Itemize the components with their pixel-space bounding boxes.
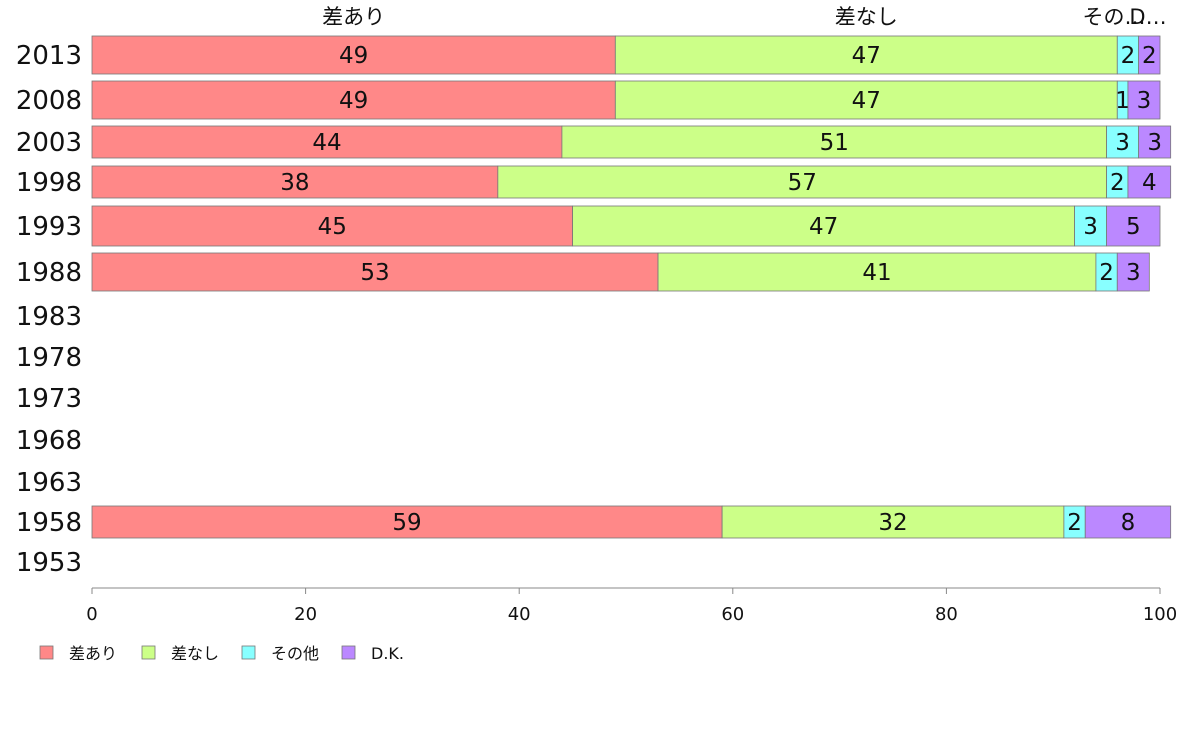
data-label-2013-2: 47: [852, 43, 881, 69]
legend-label-2: 差なし: [171, 644, 219, 663]
data-label-2003-1: 44: [312, 130, 341, 156]
x-tick-label-0: 0: [86, 604, 97, 625]
x-tick-label-60: 60: [721, 604, 744, 625]
data-label-1993-2: 47: [809, 214, 838, 240]
data-label-2003-4: 3: [1147, 130, 1162, 156]
data-label-1998-2: 57: [788, 170, 817, 196]
bar-2013-4: [1138, 35, 1161, 75]
y-label-1958: 1958: [16, 508, 82, 538]
y-axis-labels: 2013 2008 2003 1998 1993 1988 1983 1978 1973 1968…: [16, 41, 82, 578]
data-label-1958-2: 32: [878, 510, 907, 536]
legend: 差あり 差なし その他 D.K.: [39, 644, 404, 663]
x-tick-label-100: 100: [1143, 604, 1177, 625]
x-tick-label-40: 40: [508, 604, 531, 625]
y-label-1973: 1973: [16, 384, 82, 414]
data-label-1958-4: 8: [1121, 510, 1136, 536]
bar-1958-4: [1084, 505, 1172, 539]
y-label-2013: 2013: [16, 41, 82, 71]
legend-swatch-4: [341, 645, 356, 660]
bars-layer: 49 47 2 249 47 1 344 51 3 338 57 2 445 47 3 553 41 2 359 32…: [91, 35, 1172, 539]
bar-2003-4: [1138, 125, 1172, 159]
data-label-2008-3: 1: [1115, 88, 1130, 114]
bar-2008-2: [614, 80, 1118, 120]
data-label-1998-4: 4: [1142, 170, 1157, 196]
data-label-2013-1: 49: [339, 43, 368, 69]
legend-swatch-2: [141, 645, 156, 660]
bar-2008-4: [1127, 80, 1161, 120]
top-label-3: その…: [1083, 5, 1146, 29]
data-label-1988-4: 3: [1126, 260, 1141, 286]
data-label-2003-3: 3: [1115, 130, 1130, 156]
x-tick-label-80: 80: [935, 604, 958, 625]
data-label-2008-1: 49: [339, 88, 368, 114]
y-label-1983: 1983: [16, 302, 82, 332]
legend-swatch-3: [241, 645, 256, 660]
y-label-1968: 1968: [16, 426, 82, 456]
bar-1958-2: [721, 505, 1065, 539]
data-label-1993-3: 3: [1083, 214, 1098, 240]
data-label-1993-1: 45: [318, 214, 347, 240]
data-label-1988-2: 41: [862, 260, 891, 286]
data-label-1958-1: 59: [392, 510, 421, 536]
bar-2013-1: [91, 35, 616, 75]
data-label-1958-3: 2: [1067, 510, 1082, 536]
bar-1958-1: [91, 505, 723, 539]
legend-label-3: その他: [271, 644, 319, 663]
top-label-1: 差あり: [322, 5, 385, 29]
legend-label-4: D.K.: [371, 644, 404, 663]
legend-label-1: 差あり: [69, 644, 117, 663]
bar-1993-4: [1106, 205, 1161, 247]
y-label-1993: 1993: [16, 212, 82, 242]
data-label-1988-1: 53: [360, 260, 389, 286]
bar-1998-4: [1127, 165, 1172, 199]
x-axis: 0 20 40 60 80 100: [86, 587, 1177, 625]
top-series-labels: 差あり 差なし その…D…: [322, 5, 1166, 29]
bar-2013-2: [614, 35, 1118, 75]
bar-1988-1: [91, 252, 659, 292]
data-label-1988-3: 2: [1099, 260, 1114, 286]
legend-swatch-1: [39, 645, 54, 660]
bar-1988-2: [657, 252, 1097, 292]
y-label-1988: 1988: [16, 258, 82, 288]
y-label-2008: 2008: [16, 86, 82, 116]
y-label-2003: 2003: [16, 128, 82, 158]
data-label-2008-4: 3: [1137, 88, 1152, 114]
data-label-2008-2: 47: [852, 88, 881, 114]
data-label-2003-2: 51: [820, 130, 849, 156]
y-label-1963: 1963: [16, 468, 82, 498]
bar-1993-2: [572, 205, 1075, 247]
data-label-1993-4: 5: [1126, 214, 1141, 240]
top-label-4: D…: [1129, 5, 1166, 29]
bar-1988-4: [1116, 252, 1150, 292]
top-label-2: 差なし: [835, 5, 898, 29]
data-label-1998-1: 38: [280, 170, 309, 196]
data-label-2013-4: 2: [1142, 43, 1157, 69]
y-label-1998: 1998: [16, 168, 82, 198]
data-label-2013-3: 2: [1121, 43, 1136, 69]
bar-1998-1: [91, 165, 499, 199]
bar-1993-3: [1074, 205, 1108, 247]
y-label-1978: 1978: [16, 343, 82, 373]
bar-2003-3: [1106, 125, 1140, 159]
data-label-1998-3: 2: [1110, 170, 1125, 196]
x-tick-label-20: 20: [294, 604, 317, 625]
bar-2003-1: [91, 125, 563, 159]
bar-1993-1: [91, 205, 574, 247]
y-label-1953: 1953: [16, 548, 82, 578]
